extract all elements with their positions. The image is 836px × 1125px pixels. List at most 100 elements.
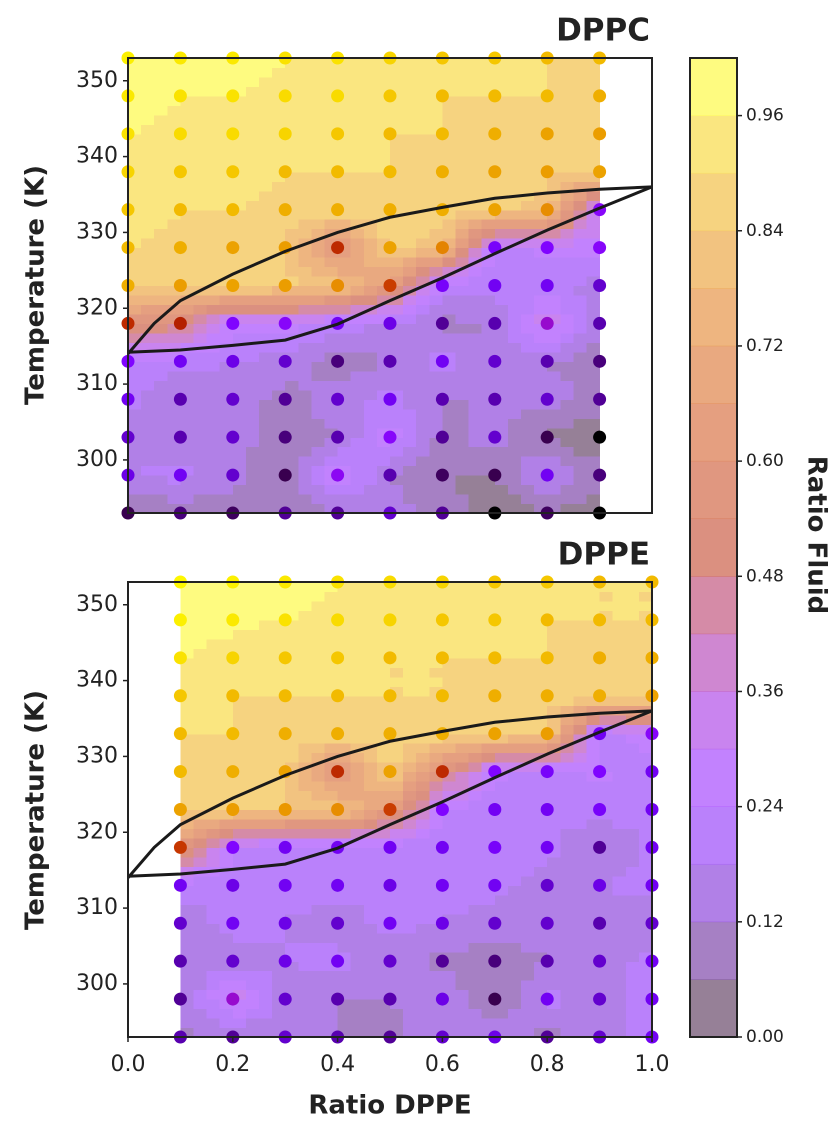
contour-cell <box>324 961 339 972</box>
contour-cell <box>376 181 391 192</box>
contour-cell <box>363 162 378 173</box>
contour-cell <box>219 667 234 678</box>
contour-cell <box>324 610 339 621</box>
contour-cell <box>494 894 509 905</box>
contour-cell <box>206 695 221 706</box>
contour-cell <box>534 989 548 1000</box>
contour-cell <box>573 408 588 419</box>
contour-cell <box>403 465 417 476</box>
contour-cell <box>507 837 522 849</box>
contour-cell <box>442 837 457 849</box>
data-point <box>226 165 240 179</box>
contour-cell <box>507 342 522 353</box>
contour-cell <box>311 847 326 858</box>
contour-cell <box>573 342 588 353</box>
contour-cell <box>311 724 326 735</box>
contour-cell <box>324 600 339 612</box>
contour-cell <box>245 657 260 668</box>
contour-cell <box>560 105 574 116</box>
contour-cell <box>376 228 391 239</box>
contour-cell <box>206 790 221 801</box>
contour-cell <box>206 408 221 419</box>
contour-cell <box>298 828 312 839</box>
contour-cell <box>298 494 312 505</box>
contour-cell <box>311 209 326 220</box>
contour-cell <box>245 228 260 239</box>
contour-cell <box>468 313 483 325</box>
contour-cell <box>455 600 470 612</box>
contour-cell <box>232 942 247 953</box>
data-point <box>593 878 607 892</box>
contour-cell <box>599 771 614 782</box>
contour-cell <box>219 743 234 754</box>
contour-cell <box>390 437 404 448</box>
contour-cell <box>534 638 548 649</box>
data-point <box>540 765 554 779</box>
contour-cell <box>468 619 483 630</box>
contour-cell <box>259 657 273 668</box>
contour-cell <box>337 762 352 773</box>
contour-cell <box>494 800 509 811</box>
contour-cell <box>547 828 561 839</box>
contour-cell <box>468 238 483 249</box>
contour-cell <box>625 724 640 735</box>
contour-cell <box>442 847 457 858</box>
contour-cell <box>193 676 208 687</box>
contour-cell <box>573 629 588 640</box>
contour-cell <box>298 133 312 144</box>
contour-cell <box>363 676 378 687</box>
contour-cell <box>311 866 326 877</box>
contour-cell <box>416 95 430 106</box>
contour-cell <box>193 323 208 334</box>
contour-cell <box>154 209 168 220</box>
contour-cell <box>376 418 391 429</box>
data-point <box>226 203 240 217</box>
contour-cell <box>219 648 234 659</box>
contour-cell <box>219 200 234 211</box>
contour-cell <box>481 809 496 820</box>
contour-cell <box>638 610 653 621</box>
contour-cell <box>285 162 299 173</box>
contour-cell <box>285 323 299 334</box>
contour-cell <box>180 705 195 716</box>
data-point <box>383 803 397 816</box>
contour-cell <box>363 980 378 991</box>
contour-cell <box>245 276 260 287</box>
contour-cell <box>128 465 142 476</box>
contour-cell <box>534 332 548 343</box>
contour-cell <box>416 181 430 192</box>
contour-cell <box>416 257 430 268</box>
data-point <box>540 430 554 444</box>
contour-cell <box>285 313 299 325</box>
contour-cell <box>206 114 221 125</box>
contour-cell <box>547 762 561 773</box>
contour-cell <box>481 247 496 258</box>
contour-cell <box>141 86 155 97</box>
contour-cell <box>481 86 496 97</box>
contour-cell <box>403 408 417 419</box>
contour-cell <box>390 942 404 953</box>
contour-cell <box>272 866 286 877</box>
contour-cell <box>586 143 601 154</box>
contour-cell <box>455 294 470 306</box>
contour-cell <box>429 152 443 163</box>
contour-cell <box>455 181 470 192</box>
contour-cell <box>521 361 535 372</box>
contour-cell <box>429 724 443 735</box>
contour-cell <box>167 323 181 334</box>
contour-cell <box>481 152 496 163</box>
contour-cell <box>507 124 522 135</box>
contour-cell <box>193 361 208 372</box>
contour-cell <box>573 171 588 182</box>
contour-cell <box>193 752 208 763</box>
contour-cell <box>206 152 221 163</box>
contour-cell <box>232 885 247 896</box>
contour-cell <box>390 591 404 602</box>
contour-cell <box>521 86 535 97</box>
contour-cell <box>442 686 457 697</box>
data-point <box>383 727 397 741</box>
contour-cell <box>232 676 247 687</box>
contour-cell <box>547 648 561 659</box>
data-point <box>593 992 607 1006</box>
contour-cell <box>219 380 234 391</box>
